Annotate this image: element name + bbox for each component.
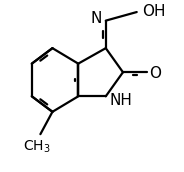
Text: N: N <box>90 10 101 26</box>
Text: NH: NH <box>109 93 132 108</box>
Text: O: O <box>150 66 162 81</box>
Text: CH$_3$: CH$_3$ <box>23 138 51 155</box>
Text: OH: OH <box>142 4 165 19</box>
